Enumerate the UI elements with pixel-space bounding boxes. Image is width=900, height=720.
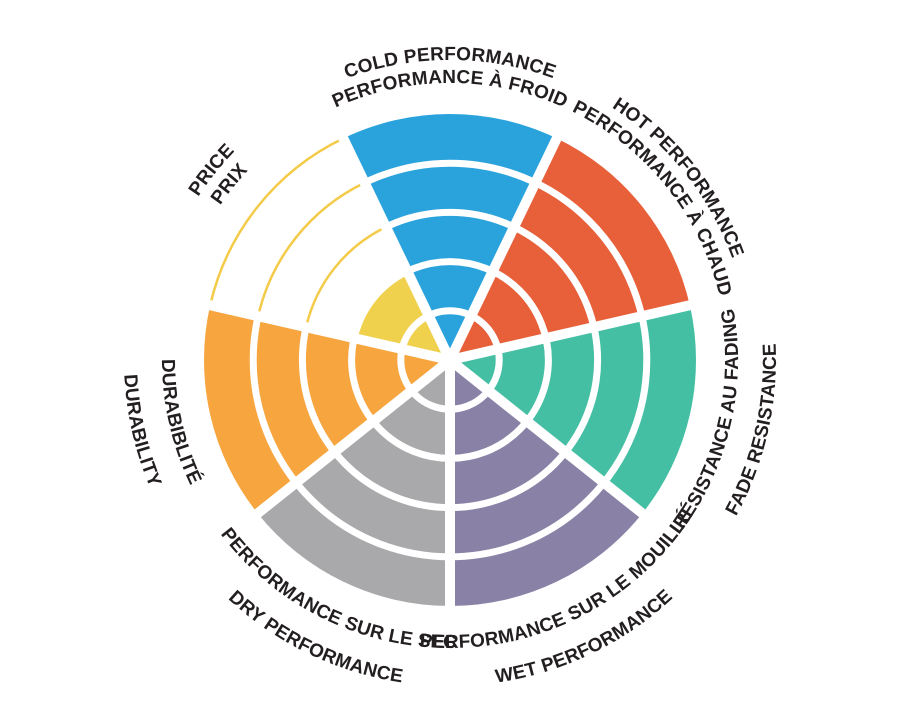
- spoke-gap-3: [446, 356, 651, 522]
- spoke-gap-1: [445, 130, 564, 363]
- label-durability-line1: DURABIBLITÉ: [157, 359, 206, 488]
- label-durability-line2: DURABILITY: [119, 374, 165, 491]
- outline-ring-5-price: [208, 137, 344, 306]
- spoke-gap-5: [249, 356, 454, 522]
- wedge-dry-performance: [257, 360, 450, 606]
- outline-ring-3-price: [304, 225, 387, 328]
- spoke-gap-6: [203, 299, 452, 365]
- wedge-hot-performance: [450, 138, 690, 360]
- wedge-fade-resistance: [450, 305, 696, 514]
- wedge-wet-performance: [450, 360, 643, 606]
- outline-ring-4-price: [256, 181, 366, 317]
- wedge-durability: [204, 305, 450, 514]
- spoke-gap-2: [448, 299, 697, 365]
- spoke-gap-0: [336, 130, 455, 363]
- wedge-cold-performance: [343, 113, 557, 361]
